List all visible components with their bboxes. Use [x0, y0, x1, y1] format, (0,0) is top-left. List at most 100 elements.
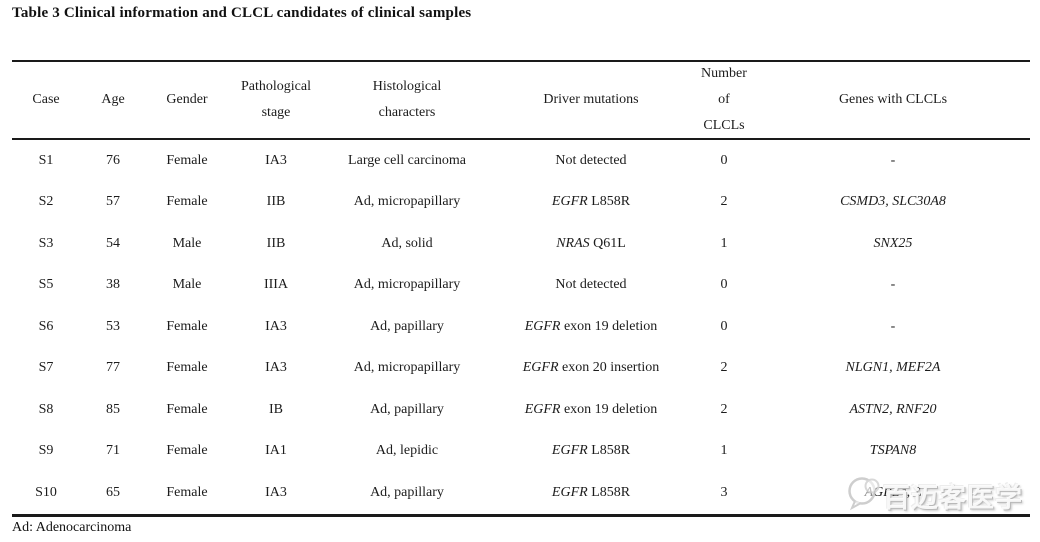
table-row: S2 57 Female IIB Ad, micropapillary EGFR…: [12, 182, 1030, 224]
cell-histology: Ad, micropapillary: [353, 360, 461, 376]
cell-case: S1: [38, 152, 54, 168]
cell-driver-mutation: NRAS Q61L: [490, 235, 692, 253]
cell-case: S8: [38, 401, 54, 417]
driver-mutation-detail: Q61L: [589, 235, 626, 251]
cell-histology: Ad, micropapillary: [353, 277, 461, 293]
cell-histology: Ad, solid: [381, 235, 433, 251]
driver-gene-symbol: EGFR: [522, 360, 559, 376]
cell-age: 57: [106, 194, 120, 210]
cell-histology: Ad, papillary: [370, 318, 444, 334]
cell-clcl-count: 0: [720, 152, 728, 168]
cell-histology: Ad, micropapillary: [353, 194, 461, 210]
column-header-genes-with-clcls: Genes with CLCLs: [838, 92, 948, 107]
driver-gene-symbol: EGFR: [551, 194, 588, 210]
cell-gender: Female: [166, 443, 208, 459]
cell-stage: IA3: [265, 318, 287, 334]
driver-gene-symbol: EGFR: [524, 318, 561, 334]
cell-age: 65: [106, 484, 120, 500]
cell-age: 38: [106, 277, 120, 293]
cell-clcl-count: 2: [720, 360, 728, 376]
cell-stage: IIB: [266, 235, 286, 251]
cell-case: S2: [38, 194, 54, 210]
driver-gene-symbol: NRAS: [556, 235, 590, 251]
column-header-number-of-clcls: Number of CLCLs: [701, 66, 747, 133]
cell-case: S7: [38, 360, 54, 376]
column-header-case: Case: [32, 92, 60, 107]
table-row: S7 77 Female IA3 Ad, micropapillary EGFR…: [12, 348, 1030, 390]
cell-gender: Female: [166, 194, 208, 210]
cell-stage: IA3: [265, 152, 287, 168]
cell-genes: TSPAN8: [869, 443, 917, 459]
cell-stage: IA3: [265, 484, 287, 500]
cell-stage: IIB: [266, 194, 286, 210]
table-row: S3 54 Male IIB Ad, solid NRAS Q61L 1 SNX…: [12, 223, 1030, 265]
table-header-row: Case Age Gender Pathological stage Histo…: [12, 60, 1030, 140]
cell-stage: IIIA: [263, 277, 289, 293]
driver-gene-symbol: EGFR: [551, 484, 588, 500]
cell-histology: Ad, papillary: [370, 401, 444, 417]
driver-mutation-detail: Not detected: [555, 277, 627, 293]
cell-clcl-count: 2: [720, 194, 728, 210]
cell-driver-mutation: EGFR exon 19 deletion: [490, 401, 692, 419]
driver-mutation-detail: L858R: [587, 484, 631, 500]
table-row: S8 85 Female IB Ad, papillary EGFR exon …: [12, 389, 1030, 431]
cell-clcl-count: 1: [720, 235, 728, 251]
table-row: S6 53 Female IA3 Ad, papillary EGFR exon…: [12, 306, 1030, 348]
cell-driver-mutation: EGFR L858R: [490, 484, 692, 502]
cell-genes: AGBL4, Z: [864, 484, 922, 500]
cell-age: 76: [106, 152, 120, 168]
driver-mutation-detail: exon 19 deletion: [560, 401, 658, 417]
cell-driver-mutation: EGFR L858R: [490, 193, 692, 211]
driver-mutation-detail: exon 20 insertion: [558, 360, 660, 376]
cell-stage: IA3: [265, 360, 287, 376]
cell-case: S6: [38, 318, 54, 334]
table-body: S1 76 Female IA3 Large cell carcinoma No…: [12, 140, 1030, 517]
cell-age: 53: [106, 318, 120, 334]
cell-stage: IA1: [265, 443, 287, 459]
cell-genes: NLGN1, MEF2A: [845, 360, 941, 376]
cell-clcl-count: 3: [720, 484, 728, 500]
table-row: S1 76 Female IA3 Large cell carcinoma No…: [12, 140, 1030, 182]
clinical-samples-table: Case Age Gender Pathological stage Histo…: [12, 60, 1030, 517]
cell-case: S10: [35, 484, 57, 500]
cell-clcl-count: 1: [720, 443, 728, 459]
cell-driver-mutation: EGFR exon 19 deletion: [490, 318, 692, 336]
cell-genes: -: [890, 277, 896, 293]
cell-age: 77: [106, 360, 120, 376]
column-header-histological-characters: Histological characters: [372, 79, 442, 120]
table-row: S9 71 Female IA1 Ad, lepidic EGFR L858R …: [12, 431, 1030, 473]
cell-driver-mutation: Not detected: [490, 152, 692, 170]
cell-gender: Male: [172, 277, 202, 293]
cell-age: 85: [106, 401, 120, 417]
cell-genes: -: [890, 152, 896, 168]
column-header-age: Age: [101, 92, 125, 107]
column-header-gender: Gender: [166, 92, 208, 107]
driver-mutation-detail: L858R: [587, 443, 631, 459]
cell-histology: Ad, papillary: [370, 484, 444, 500]
cell-gender: Male: [172, 235, 202, 251]
column-header-driver-mutations: Driver mutations: [543, 92, 639, 107]
cell-gender: Female: [166, 360, 208, 376]
driver-gene-symbol: EGFR: [524, 401, 561, 417]
table-row: S5 38 Male IIIA Ad, micropapillary Not d…: [12, 265, 1030, 307]
cell-driver-mutation: EGFR exon 20 insertion: [490, 359, 692, 377]
cell-histology: Large cell carcinoma: [348, 152, 466, 168]
cell-clcl-count: 0: [720, 277, 728, 293]
driver-mutation-detail: exon 19 deletion: [560, 318, 658, 334]
cell-histology: Ad, lepidic: [375, 443, 439, 459]
cell-gender: Female: [166, 318, 208, 334]
cell-age: 54: [106, 235, 120, 251]
driver-mutation-detail: L858R: [587, 194, 631, 210]
cell-driver-mutation: Not detected: [490, 276, 692, 294]
table-title: Table 3 Clinical information and CLCL ca…: [12, 5, 472, 21]
table-footnote: Ad: Adenocarcinoma: [12, 520, 132, 535]
cell-gender: Female: [166, 152, 208, 168]
cell-gender: Female: [166, 401, 208, 417]
cell-driver-mutation: EGFR L858R: [490, 442, 692, 460]
cell-case: S5: [38, 277, 54, 293]
cell-genes: CSMD3, SLC30A8: [840, 194, 946, 210]
cell-gender: Female: [166, 484, 208, 500]
cell-clcl-count: 2: [720, 401, 728, 417]
cell-genes: -: [890, 318, 896, 334]
